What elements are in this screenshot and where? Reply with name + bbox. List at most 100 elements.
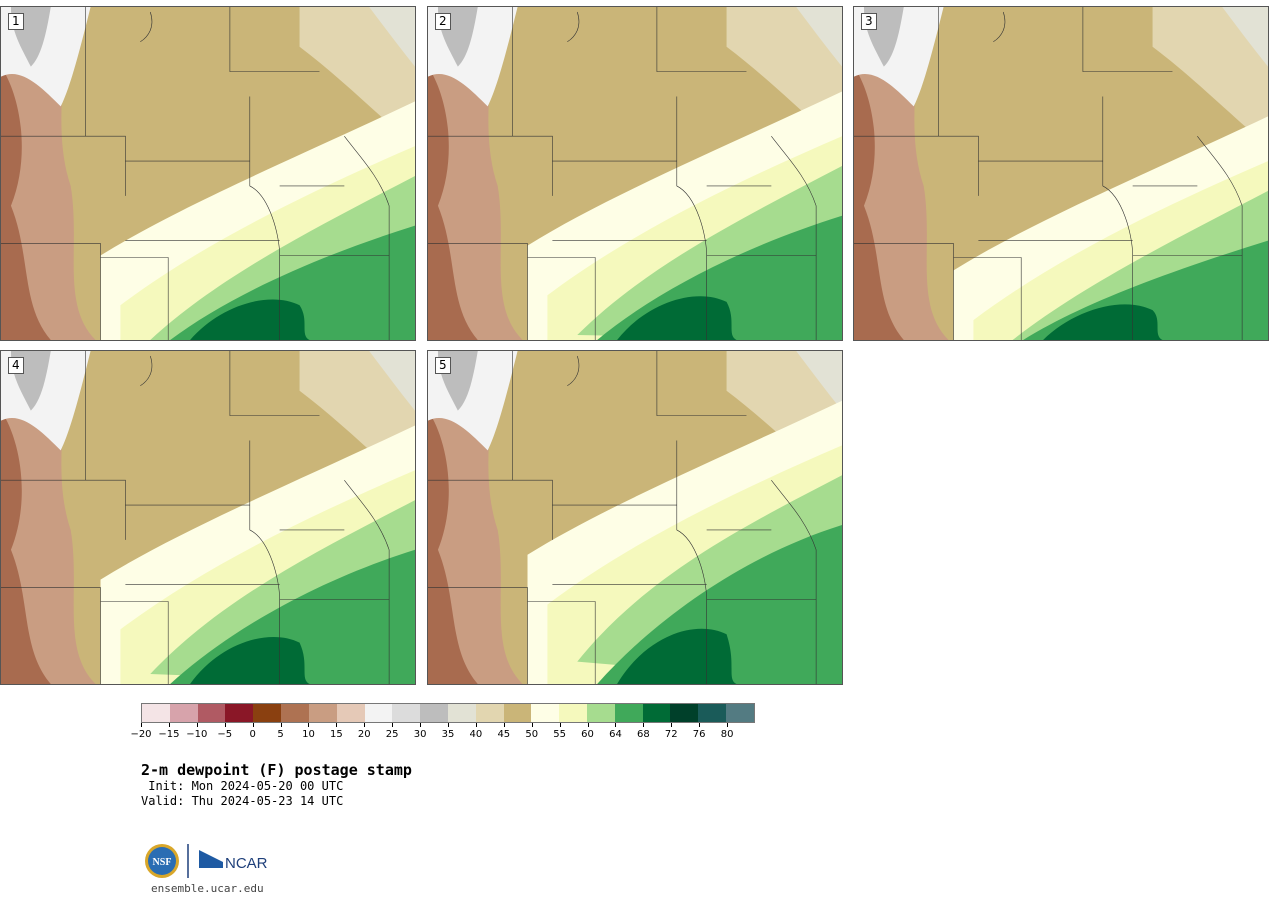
state-border: [428, 243, 528, 340]
far-northeast-region: [1222, 7, 1268, 67]
state-border: [1102, 96, 1133, 340]
state-border: [1, 243, 101, 340]
state-border: [140, 11, 153, 43]
nsf-logo: NSF: [145, 844, 179, 878]
colorbar-tick-label: 80: [720, 729, 734, 740]
colorbar-swatch: [420, 704, 448, 722]
panel-label: 5: [435, 357, 451, 374]
colorbar-tick-label: 45: [497, 729, 511, 740]
mountain-region: [428, 7, 523, 340]
dewpoint-map-3: [854, 7, 1268, 340]
colorbar-swatch: [197, 704, 226, 722]
far-northeast-region: [369, 7, 415, 67]
colorbar-tick: [308, 723, 310, 727]
colorbar-tick: [587, 723, 589, 727]
colorbar-swatch: [225, 704, 254, 722]
colorbar-swatch: [726, 704, 754, 722]
colorbar-ticks: −20 −15 −10 −5 0 5 10 15 20 25 30 35 40 45 50 55 60 64 68 7…: [130, 723, 755, 743]
state-border: [771, 136, 817, 340]
colorbar-swatch: [475, 704, 504, 722]
state-border: [527, 257, 596, 340]
state-border: [229, 7, 320, 72]
colorbar-tick: [615, 723, 617, 727]
colorbar-tick-label: 40: [469, 729, 483, 740]
colorbar-tick: [559, 723, 561, 727]
colorbar-swatch: [169, 704, 198, 722]
colorbar-tick-label: 35: [441, 729, 455, 740]
state-border: [676, 440, 707, 684]
colorbar-tick-label: −15: [158, 729, 180, 740]
colorbar-tick-label: 20: [357, 729, 371, 740]
colorbar-tick: [727, 723, 729, 727]
colorbar-tick-label: 50: [525, 729, 539, 740]
state-border: [428, 135, 553, 196]
colorbar-swatch: [308, 704, 337, 722]
colorbar-swatch: [503, 704, 532, 722]
state-border: [1082, 7, 1173, 72]
northeast-region: [299, 7, 415, 147]
colorbar-tick-label: 10: [302, 729, 315, 740]
state-border: [993, 11, 1006, 43]
colorbar-tick-label: 5: [277, 729, 284, 740]
state-border: [428, 587, 528, 684]
map-panel-2: 2: [427, 6, 843, 341]
high-terrain-region: [428, 66, 478, 340]
colorbar: [141, 703, 755, 723]
colorbar-tick: [503, 723, 505, 727]
colorbar-tick-label: −20: [130, 729, 152, 740]
state-border: [527, 601, 596, 684]
colorbar-tick: [420, 723, 422, 727]
colorbar-tick: [224, 723, 226, 727]
colorbar-tick-label: 55: [553, 729, 566, 740]
colorbar-swatch: [614, 704, 643, 722]
dewpoint-map-1: [1, 7, 415, 340]
colorbar-swatch: [364, 704, 393, 722]
state-border: [854, 243, 954, 340]
high-terrain-region: [1, 410, 51, 684]
state-border: [100, 601, 169, 684]
colorbar-tick-label: 64: [609, 729, 622, 740]
colorbar-swatch: [281, 704, 309, 722]
mountain-region: [1, 7, 96, 340]
state-border: [676, 96, 707, 340]
colorbar-swatch: [587, 704, 615, 722]
colorbar-tick-label: 68: [636, 729, 650, 740]
colorbar-tick: [364, 723, 366, 727]
state-border: [344, 480, 390, 684]
state-border: [1, 587, 101, 684]
state-border: [249, 96, 280, 340]
mountain-region: [1, 351, 96, 684]
colorbar-swatch: [698, 704, 727, 722]
colorbar-tick-label: 15: [329, 729, 343, 740]
map-panel-5: 5: [427, 350, 843, 685]
colorbar-tick-label: 76: [692, 729, 706, 740]
high-terrain-region: [854, 66, 904, 340]
colorbar-tick: [531, 723, 533, 727]
panel-label: 2: [435, 13, 451, 30]
state-border: [344, 136, 390, 340]
colorbar-tick: [448, 723, 449, 727]
state-border: [1, 479, 126, 540]
high-terrain-region: [1, 66, 51, 340]
state-border: [140, 355, 153, 387]
far-northeast-region: [796, 7, 842, 67]
website-url: ensemble.ucar.edu: [151, 882, 264, 895]
colorbar-tick-label: 30: [413, 729, 427, 740]
map-panel-4: 4: [0, 350, 416, 685]
colorbar-swatch: [447, 704, 476, 722]
colorbar-tick: [475, 723, 477, 727]
colorbar-swatch: [670, 704, 699, 722]
state-border: [229, 351, 320, 416]
panel-label: 1: [8, 13, 24, 30]
dewpoint-map-4: [1, 351, 415, 684]
far-northeast-region: [369, 351, 415, 411]
state-border: [567, 355, 580, 387]
colorbar-tick-label: 60: [581, 729, 594, 740]
map-panel-3: 3: [853, 6, 1269, 341]
colorbar-swatch: [642, 704, 671, 722]
dewpoint-map-2: [428, 7, 842, 340]
colorbar-tick-label: 0: [249, 729, 256, 740]
far-northeast-region: [796, 351, 842, 411]
ncar-logo: NCAR: [199, 850, 268, 872]
logos: NSF NCAR: [143, 842, 283, 882]
